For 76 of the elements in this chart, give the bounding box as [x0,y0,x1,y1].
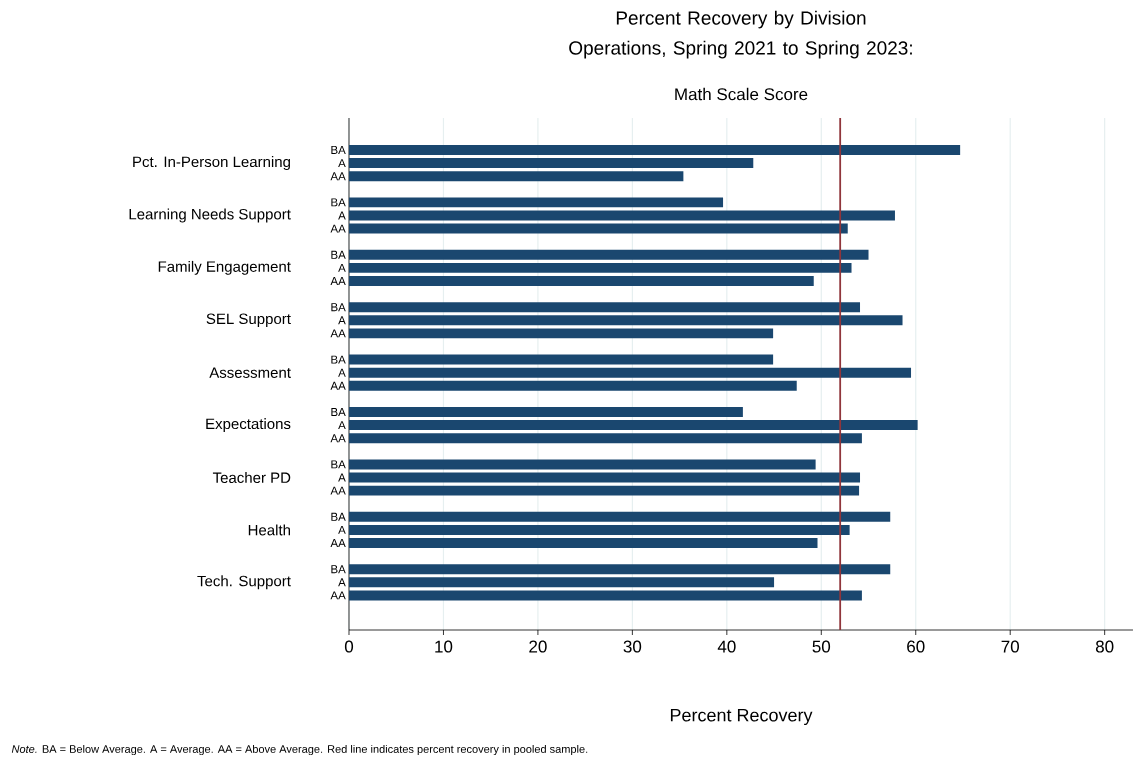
text: BA [331,198,346,207]
bar [349,249,869,260]
y-tick-label: Expectations [206,418,291,433]
text: BA [331,460,346,469]
y-tick-label: Assessment [209,367,291,378]
series-label: AA [330,172,346,181]
bar [349,158,754,169]
bar [349,420,918,431]
bar [349,564,891,575]
text: AA [330,539,346,547]
x-tick-label: 80 [1095,640,1114,653]
bar [349,433,862,444]
bar [349,354,774,365]
chart-title: Percent Recovery by Division Operations, Spring 2021 to Spring 2023: [569,10,912,59]
x-axis-title: Percent Recovery [670,708,813,726]
text: BA [331,250,346,259]
bar [349,577,775,588]
y-tick-label: Family Engagement [158,260,291,275]
y-tick-label: Tech. Support [197,575,291,590]
text: AA [330,486,346,495]
bar [349,223,848,234]
text: AA [330,591,346,600]
text: A [338,263,346,272]
bar [349,302,861,313]
text: BA [331,355,346,364]
text: AA [330,434,346,443]
y-tick-label: SEL Support [206,313,291,328]
bar [349,276,814,286]
bar [349,144,961,155]
bar [349,407,743,417]
bar [349,171,684,182]
text: BA [331,512,346,521]
y-tick-label: Teacher PD [212,472,291,484]
x-tick-label: 50 [812,640,831,653]
bar [349,262,852,273]
bar [349,538,818,548]
text: A [338,211,346,220]
x-tick-label: 70 [1001,640,1019,653]
x-tick-label: 10 [435,640,453,653]
text: A [338,421,346,430]
chart-subtitle: Math Scale Score [675,87,808,101]
text: AA [330,381,346,390]
bar [349,590,862,601]
x-tick-label: 60 [907,640,925,653]
text: AA [330,329,346,338]
bar [349,524,850,535]
bar [349,380,797,391]
text: A [338,316,346,325]
y-tick-label: Pct. In-Person Learning [133,156,290,171]
y-tick-label: Health [248,524,290,536]
text: BA [331,565,346,574]
text: A [338,525,346,534]
bar [349,511,891,522]
text: A [338,473,346,482]
bar [349,328,774,339]
x-tick-label: 0 [344,640,354,653]
bar [349,210,895,221]
text: BA [331,303,346,312]
text: AA [330,224,346,233]
bar [349,459,816,470]
text: AA [330,277,346,285]
text: A [338,368,346,377]
bar [349,367,912,378]
series-label: BA [331,146,346,154]
bar [349,485,860,496]
bar [349,472,861,483]
y-tick-label: Learning Needs Support [129,208,291,223]
bar [349,197,724,208]
bar [349,315,903,326]
x-tick-label: 30 [623,640,642,653]
x-tick-label: 20 [529,640,547,653]
text: Note. BA = Below Average. A = Average. AA = Above Average. Red line indicates percent recovery in pooled sample. [11,744,588,756]
series-label: A [338,159,346,168]
x-tick-label: 40 [717,640,736,653]
text: A [338,578,346,587]
text: BA [331,408,346,416]
